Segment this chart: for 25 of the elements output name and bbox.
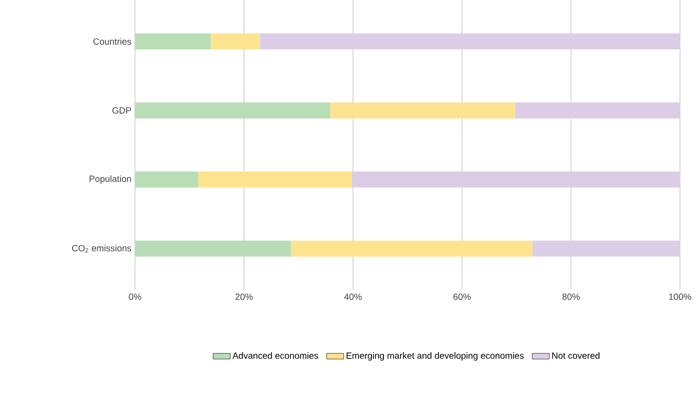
bar	[135, 172, 198, 188]
legend-label: Emerging market and developing economies	[346, 352, 524, 361]
bar	[210, 33, 260, 50]
bar	[135, 33, 211, 50]
x-tick-label: 20%	[235, 294, 253, 300]
bar	[352, 172, 680, 188]
x-tick-label: 40%	[344, 294, 362, 300]
bar	[135, 240, 291, 257]
x-tick-label: 0%	[128, 294, 142, 300]
bar	[532, 240, 680, 257]
y-tick-label: Countries	[93, 38, 132, 45]
x-tick-label: 100%	[669, 294, 692, 300]
x-tick-label: 80%	[562, 294, 580, 300]
legend-label: Not covered	[552, 352, 600, 359]
y-tick-label: GDP	[112, 107, 132, 114]
bar	[330, 102, 515, 118]
bar	[514, 102, 680, 118]
bar	[260, 33, 680, 50]
bar	[135, 102, 330, 118]
bar	[198, 172, 352, 188]
x-tick-label: 60%	[453, 294, 471, 300]
y-tick-label: Population	[90, 175, 131, 184]
y-tick-label: CO$_{2}$ emissions	[72, 244, 132, 252]
bar	[290, 240, 532, 257]
legend-label: Advanced economies	[232, 352, 318, 359]
